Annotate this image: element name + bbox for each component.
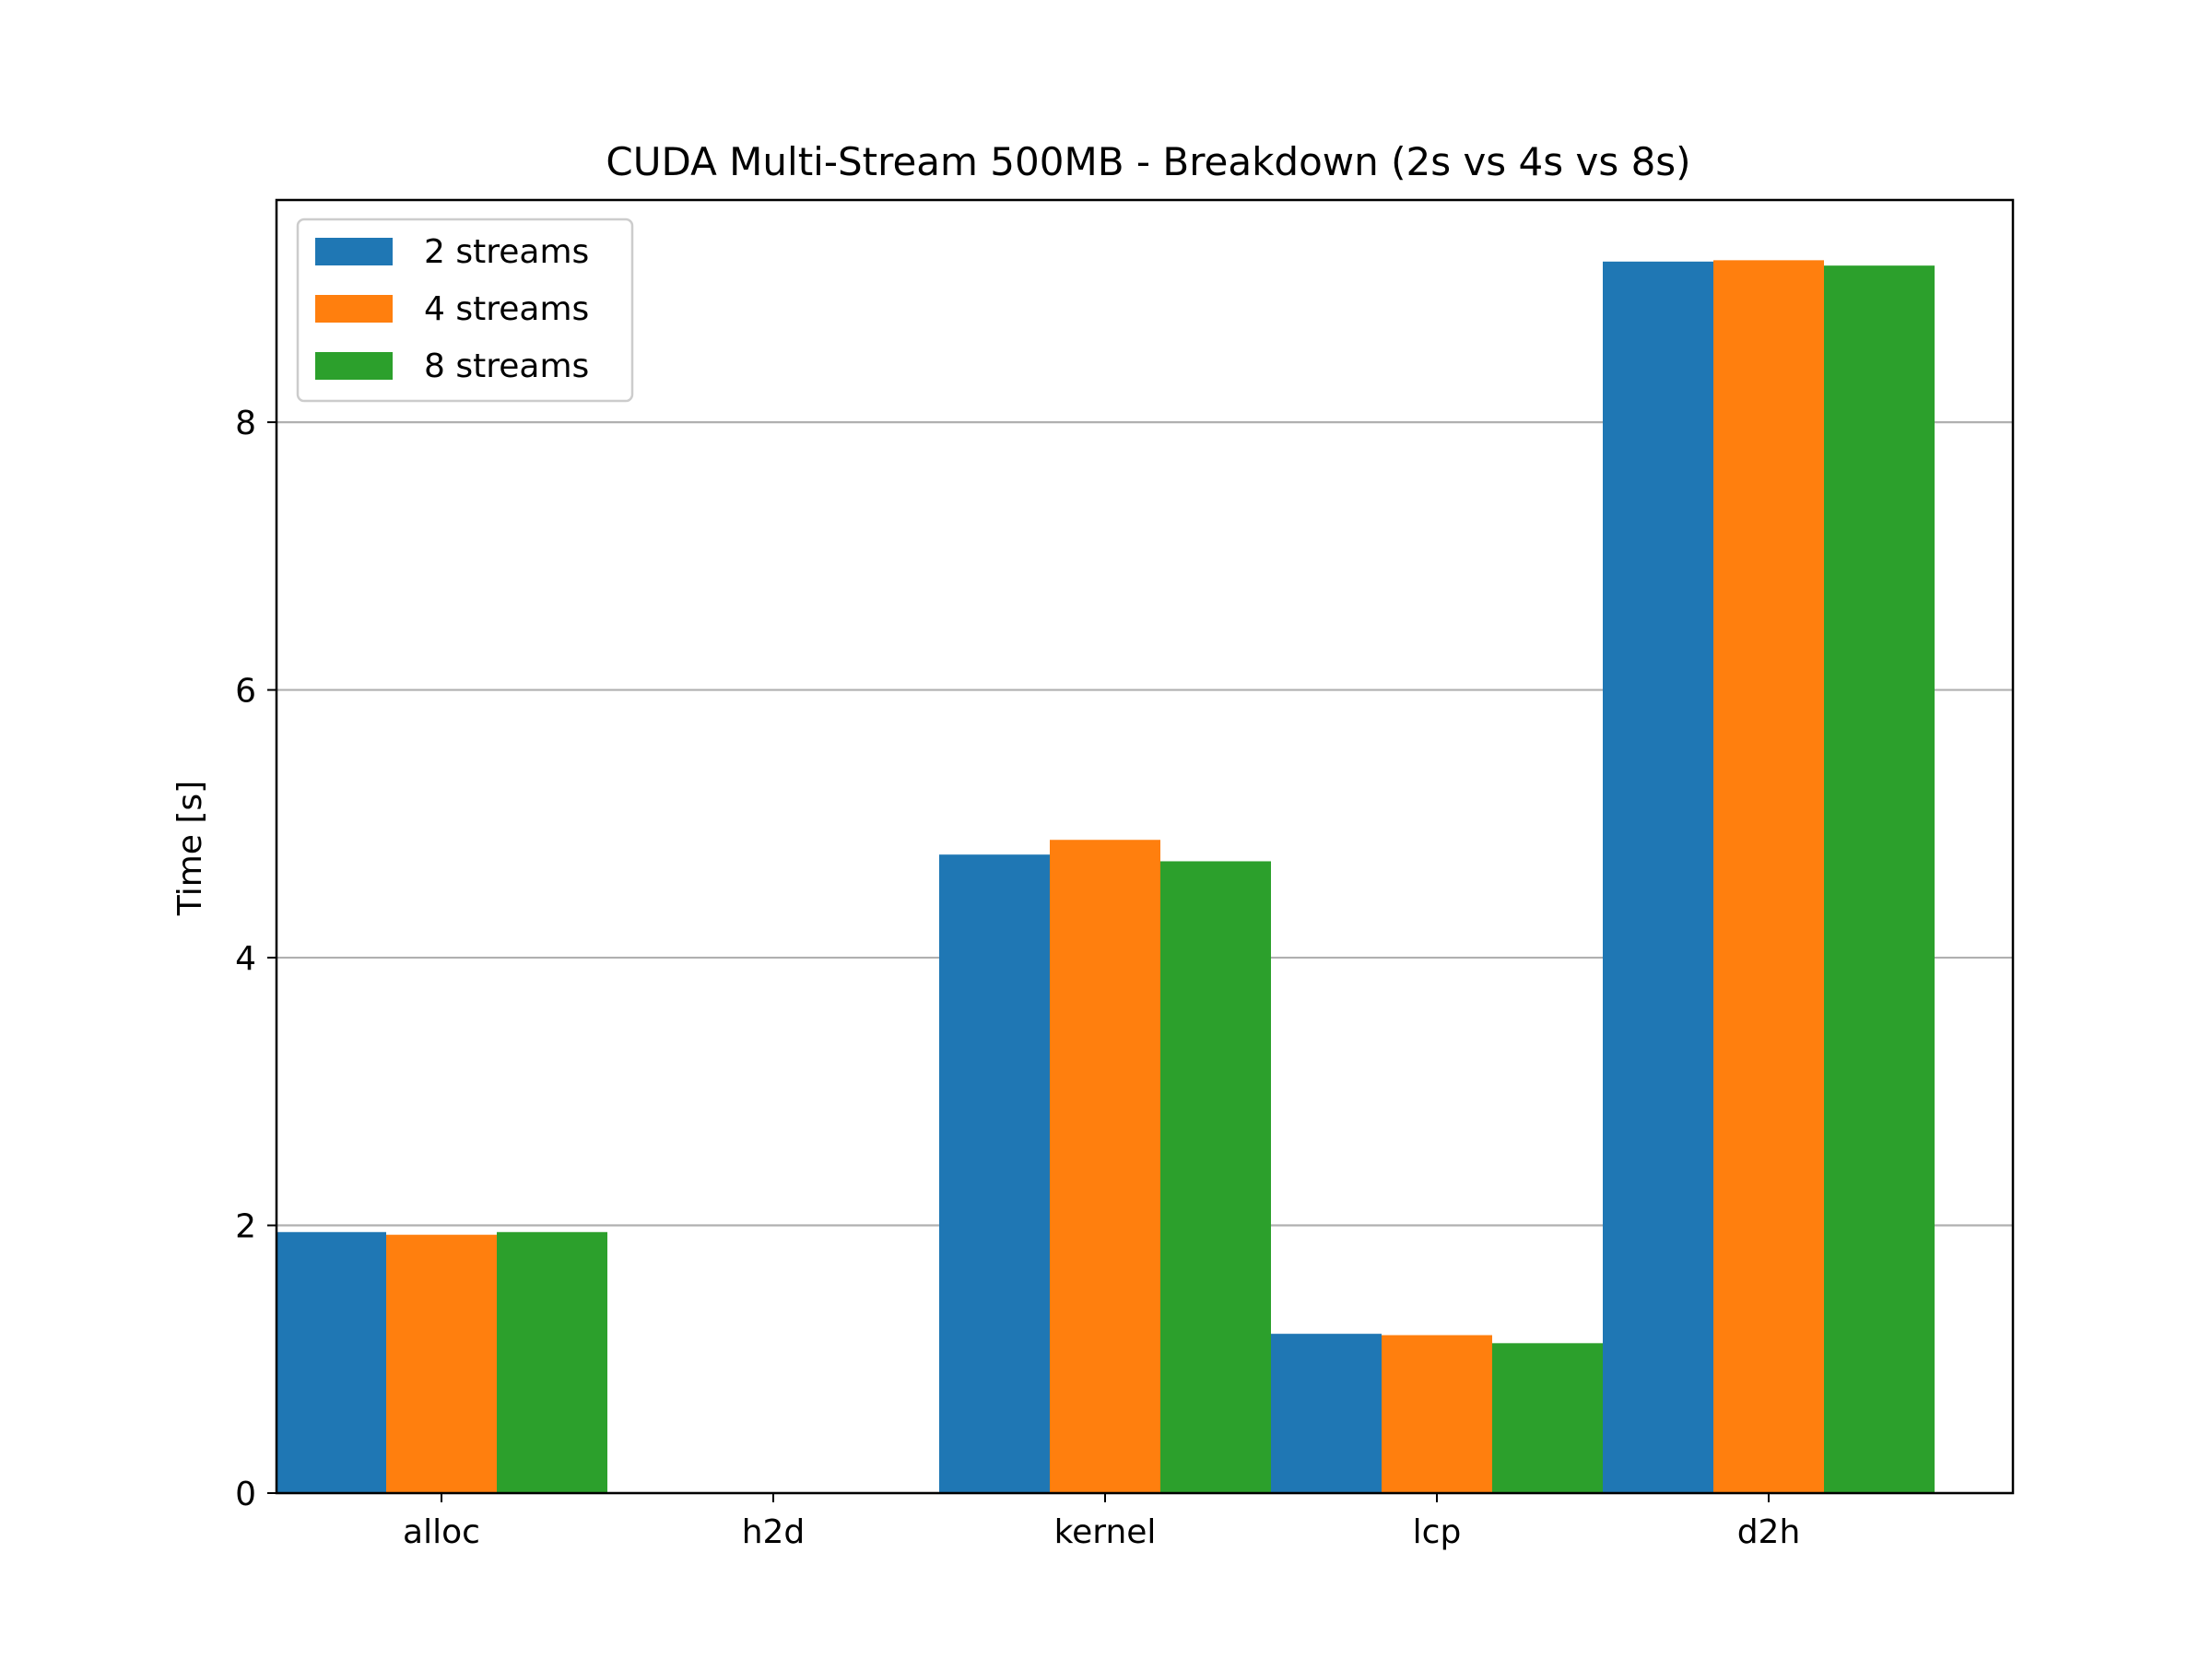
bar-lcp-2-streams (1271, 1334, 1382, 1493)
x-tick-label: d2h (1737, 1513, 1801, 1551)
y-tick-label: 0 (235, 1476, 256, 1513)
y-tick-label: 8 (235, 405, 256, 442)
bar-lcp-8-streams (1492, 1343, 1603, 1493)
bar-alloc-4-streams (386, 1234, 497, 1493)
legend-swatch (315, 238, 393, 265)
bar-kernel-4-streams (1050, 840, 1160, 1493)
x-tick-label: kernel (1054, 1513, 1157, 1551)
y-tick-label: 2 (235, 1208, 256, 1246)
bar-kernel-8-streams (1160, 861, 1271, 1493)
x-tick-label: lcp (1413, 1513, 1462, 1551)
bars (276, 260, 1935, 1494)
y-tick-label: 4 (235, 940, 256, 978)
legend-label: 2 streams (424, 233, 589, 271)
legend: 2 streams 4 streams 8 streams (296, 218, 634, 403)
bar-kernel-2-streams (939, 854, 1050, 1493)
legend-swatch (315, 295, 393, 323)
legend-label: 4 streams (424, 290, 589, 328)
x-tick-label: h2d (742, 1513, 806, 1551)
bar-d2h-4-streams (1713, 260, 1824, 1493)
plot-area-frame (275, 198, 2015, 1495)
bar-alloc-2-streams (276, 1231, 386, 1493)
x-tick-label: alloc (403, 1513, 480, 1551)
bar-d2h-8-streams (1824, 265, 1935, 1494)
y-axis: 0 2 4 6 8 (235, 405, 276, 1513)
y-axis-label: Time [s] (171, 781, 209, 916)
y-tick-label: 6 (235, 673, 256, 711)
x-axis: alloc h2d kernel lcp d2h (403, 1493, 1800, 1551)
bar-lcp-4-streams (1382, 1335, 1492, 1493)
chart-title: CUDA Multi-Stream 500MB - Breakdown (2s … (606, 139, 1690, 184)
legend-swatch (315, 352, 393, 380)
legend-label: 8 streams (424, 347, 589, 385)
bar-alloc-8-streams (497, 1231, 607, 1493)
bar-d2h-2-streams (1603, 261, 1713, 1493)
